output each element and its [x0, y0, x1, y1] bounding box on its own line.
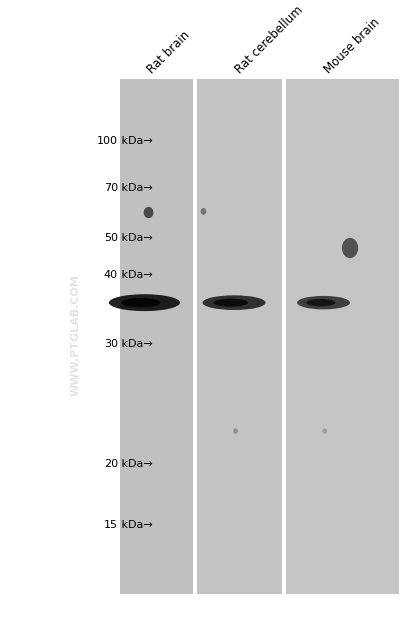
Text: kDa→: kDa→ [118, 459, 153, 469]
Ellipse shape [201, 208, 206, 215]
Text: 50: 50 [104, 233, 118, 244]
Bar [197, 79, 282, 594]
Text: kDa→: kDa→ [118, 520, 153, 530]
Text: kDa→: kDa→ [118, 339, 153, 349]
Text: WWW.PTGLAB.COM: WWW.PTGLAB.COM [70, 275, 80, 396]
Bar [286, 79, 399, 594]
Ellipse shape [109, 294, 180, 311]
Ellipse shape [121, 298, 160, 307]
Ellipse shape [297, 296, 350, 309]
Ellipse shape [306, 299, 335, 307]
Ellipse shape [144, 207, 153, 218]
Text: 40: 40 [104, 270, 118, 280]
Ellipse shape [342, 238, 358, 258]
Ellipse shape [322, 428, 327, 434]
Text: kDa→: kDa→ [118, 136, 153, 146]
Bar [120, 79, 193, 594]
Ellipse shape [214, 299, 248, 307]
Text: 20: 20 [104, 459, 118, 469]
Text: kDa→: kDa→ [118, 183, 153, 193]
Text: 70: 70 [104, 183, 118, 193]
Ellipse shape [202, 296, 265, 310]
Text: 100: 100 [97, 136, 118, 146]
Text: 30: 30 [104, 339, 118, 349]
Text: Rat brain: Rat brain [144, 28, 192, 76]
Text: kDa→: kDa→ [118, 270, 153, 280]
Text: Rat cerebellum: Rat cerebellum [233, 4, 306, 76]
Text: 15: 15 [104, 520, 118, 530]
Ellipse shape [233, 428, 238, 434]
Text: Mouse brain: Mouse brain [322, 15, 382, 76]
Text: kDa→: kDa→ [118, 233, 153, 244]
